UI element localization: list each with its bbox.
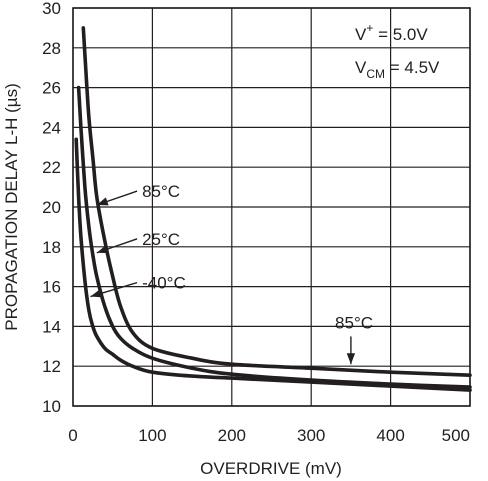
annotation-label-0: 85°C: [142, 182, 180, 201]
annotations: 85°C 25°C -40°C 85°C: [90, 182, 373, 365]
annotation-arrowhead-0: [96, 197, 109, 206]
curves: [74, 26, 472, 392]
annotation-arrowhead-1: [96, 245, 109, 254]
y-tick-label: 10: [42, 397, 61, 416]
y-axis-title: PROPAGATION DELAY L-H (µs): [2, 83, 21, 331]
series-line-1: [76, 85, 472, 389]
vcm-condition: VCM = 4.5V: [355, 58, 440, 81]
x-tick-label: 500: [442, 426, 470, 445]
y-tick-label: 28: [42, 39, 61, 58]
y-tick-label: 26: [42, 79, 61, 98]
y-tick-label: 16: [42, 278, 61, 297]
y-tick-label: 14: [42, 317, 61, 336]
annotation-arrowhead-3: [346, 353, 356, 365]
annotation-label-3: 85°C: [335, 313, 373, 332]
plot-frame: [72, 7, 471, 407]
y-tick-labels: 10 12 14 16 18 20 22 24 26 28 30: [42, 0, 61, 416]
series-line-2: [74, 137, 472, 392]
y-tick-label: 18: [42, 238, 61, 257]
y-tick-label: 20: [42, 198, 61, 217]
y-tick-label: 30: [42, 0, 61, 18]
series-line-0: [81, 26, 472, 377]
annotation-label-1: 25°C: [142, 230, 180, 249]
x-axis-title: OVERDRIVE (mV): [200, 459, 342, 478]
y-tick-label: 12: [42, 357, 61, 376]
x-tick-labels: 0 100 200 300 400 500: [68, 426, 470, 445]
x-tick-label: 400: [376, 426, 404, 445]
x-tick-label: 300: [297, 426, 325, 445]
y-tick-label: 24: [42, 118, 61, 137]
y-tick-label: 22: [42, 158, 61, 177]
annotation-arrowhead-2: [90, 289, 103, 298]
annotation-label-2: -40°C: [142, 274, 186, 293]
x-tick-label: 0: [68, 426, 77, 445]
x-tick-label: 100: [138, 426, 166, 445]
conditions-box: V+ = 5.0V VCM = 4.5V: [355, 21, 440, 81]
vplus-condition: V+ = 5.0V: [355, 21, 428, 44]
x-tick-label: 200: [218, 426, 246, 445]
